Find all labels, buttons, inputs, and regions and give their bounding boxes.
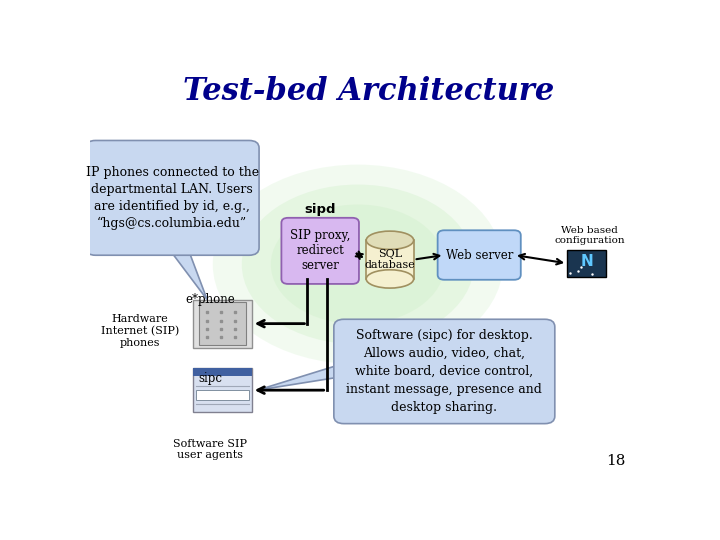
Text: sipc: sipc [198,372,222,385]
Polygon shape [258,362,347,390]
FancyBboxPatch shape [86,140,259,255]
Ellipse shape [366,270,413,288]
Text: Web based
configuration: Web based configuration [554,226,625,245]
Text: sipd: sipd [305,203,336,216]
Ellipse shape [366,231,413,249]
Text: Software SIP
user agents: Software SIP user agents [173,438,247,460]
FancyBboxPatch shape [438,230,521,280]
Bar [193,368,252,412]
Bar [199,302,246,346]
Ellipse shape [242,185,474,344]
Text: N: N [580,254,593,269]
Text: Hardware
Internet (SIP)
phones: Hardware Internet (SIP) phones [101,314,179,348]
Bar [196,390,249,400]
FancyBboxPatch shape [282,218,359,284]
Text: Test-bed Architecture: Test-bed Architecture [184,76,554,107]
Bar [193,300,252,348]
Text: 18: 18 [606,454,626,468]
Bar [193,368,252,376]
Ellipse shape [213,165,503,364]
Text: e*phone: e*phone [185,293,235,306]
Text: IP phones connected to the
departmental LAN. Users
are identified by id, e.g.,
“: IP phones connected to the departmental … [86,166,259,230]
Bar [366,240,413,279]
Text: SIP proxy,
redirect
server: SIP proxy, redirect server [290,230,351,272]
Text: Software (sipc) for desktop.
Allows audio, video, chat,
white board, device cont: Software (sipc) for desktop. Allows audi… [346,329,542,414]
Bar [567,250,606,277]
Ellipse shape [271,205,445,324]
Polygon shape [168,248,207,300]
Text: SQL
database: SQL database [364,249,415,271]
Text: Web server: Web server [446,248,513,261]
FancyBboxPatch shape [334,319,555,424]
